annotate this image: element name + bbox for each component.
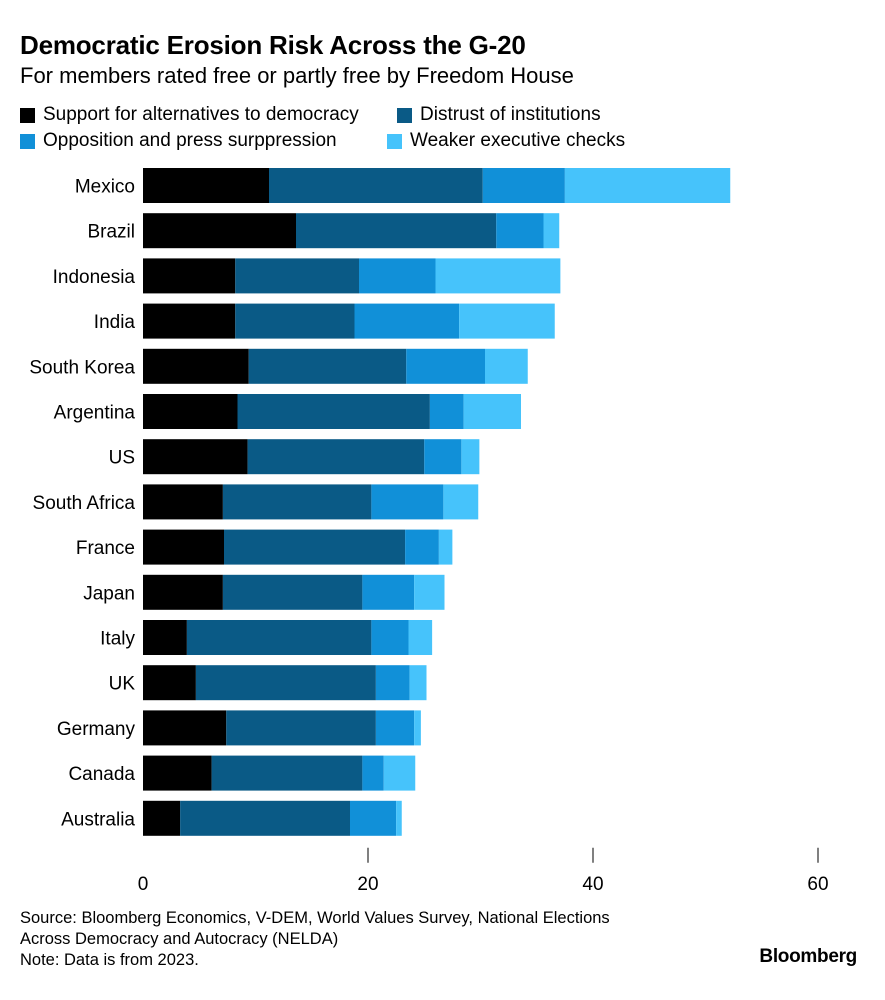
legend-label-executive: Weaker executive checks bbox=[410, 130, 626, 151]
bar-germany-support-for-alternatives-to-democracy bbox=[143, 710, 227, 746]
bar-uk-support-for-alternatives-to-democracy bbox=[143, 665, 196, 701]
legend-item-support: Support for alternatives to democracy bbox=[20, 104, 359, 126]
bar-canada-distrust-of-institutions bbox=[211, 755, 363, 791]
bar-south-africa-support-for-alternatives-to-democracy bbox=[143, 484, 223, 520]
bar-brazil-distrust-of-institutions bbox=[296, 213, 497, 249]
category-label-india: India bbox=[94, 312, 136, 333]
x-tick-label-0: 0 bbox=[138, 874, 149, 890]
x-tick-label-20: 20 bbox=[357, 874, 378, 890]
legend-item-distrust: Distrust of institutions bbox=[397, 104, 601, 126]
chart-title: Democratic Erosion Risk Across the G-20 bbox=[20, 30, 526, 60]
bar-indonesia-support-for-alternatives-to-democracy bbox=[143, 258, 236, 294]
bar-argentina-opposition-and-press-surppression bbox=[429, 394, 464, 429]
bar-italy-support-for-alternatives-to-democracy bbox=[143, 620, 187, 655]
bar-canada-opposition-and-press-surppression bbox=[362, 755, 384, 791]
category-label-japan: Japan bbox=[83, 583, 135, 604]
bar-south-korea-support-for-alternatives-to-democracy bbox=[143, 348, 249, 384]
category-label-brazil: Brazil bbox=[87, 222, 135, 243]
bar-indonesia-weaker-executive-checks bbox=[435, 258, 561, 294]
bar-indonesia-opposition-and-press-surppression bbox=[359, 258, 436, 294]
bar-india-distrust-of-institutions bbox=[235, 303, 355, 339]
category-label-indonesia: Indonesia bbox=[53, 267, 136, 288]
chart-subtitle: For members rated free or partly free by… bbox=[20, 63, 574, 88]
bar-argentina-weaker-executive-checks bbox=[463, 394, 521, 429]
legend-swatch-opposition bbox=[20, 133, 35, 149]
category-label-south-korea: South Korea bbox=[29, 357, 135, 378]
bar-mexico-distrust-of-institutions bbox=[269, 168, 483, 203]
bar-argentina-distrust-of-institutions bbox=[237, 394, 430, 429]
bar-south-africa-distrust-of-institutions bbox=[222, 484, 372, 520]
bar-australia-distrust-of-institutions bbox=[180, 800, 350, 836]
bar-uk-weaker-executive-checks bbox=[409, 665, 427, 701]
data-note: Note: Data is from 2023. bbox=[20, 951, 199, 969]
bar-india-opposition-and-press-surppression bbox=[354, 303, 460, 339]
bar-us-opposition-and-press-surppression bbox=[424, 439, 462, 475]
bar-france-opposition-and-press-surppression bbox=[405, 529, 439, 565]
bar-australia-support-for-alternatives-to-democracy bbox=[143, 800, 181, 836]
bar-uk-opposition-and-press-surppression bbox=[375, 665, 410, 701]
bar-brazil-support-for-alternatives-to-democracy bbox=[143, 213, 296, 249]
category-label-us: US bbox=[109, 448, 135, 469]
bar-south-africa-opposition-and-press-surppression bbox=[371, 484, 444, 520]
bar-mexico-support-for-alternatives-to-democracy bbox=[143, 168, 269, 203]
category-label-australia: Australia bbox=[61, 809, 135, 830]
bar-brazil-weaker-executive-checks bbox=[543, 213, 560, 249]
bar-south-africa-weaker-executive-checks bbox=[443, 484, 479, 520]
x-tick-label-60: 60 bbox=[807, 874, 828, 890]
bar-us-support-for-alternatives-to-democracy bbox=[143, 439, 248, 475]
category-label-canada: Canada bbox=[68, 764, 135, 785]
bar-germany-opposition-and-press-surppression bbox=[375, 710, 415, 746]
bar-japan-weaker-executive-checks bbox=[414, 574, 445, 610]
category-label-italy: Italy bbox=[100, 629, 135, 650]
bar-germany-weaker-executive-checks bbox=[414, 710, 421, 746]
legend-swatch-support bbox=[20, 107, 35, 123]
bar-south-korea-weaker-executive-checks bbox=[485, 348, 528, 384]
bar-south-korea-distrust-of-institutions bbox=[248, 348, 407, 384]
bar-france-distrust-of-institutions bbox=[224, 529, 406, 565]
bar-canada-support-for-alternatives-to-democracy bbox=[143, 755, 212, 791]
legend-item-opposition: Opposition and press surppression bbox=[20, 130, 337, 152]
x-tick-label-40: 40 bbox=[582, 874, 603, 890]
bar-australia-opposition-and-press-surppression bbox=[350, 800, 397, 836]
bar-argentina-support-for-alternatives-to-democracy bbox=[143, 394, 238, 429]
bar-us-distrust-of-institutions bbox=[247, 439, 425, 475]
bar-australia-weaker-executive-checks bbox=[396, 800, 402, 836]
bar-mexico-opposition-and-press-surppression bbox=[482, 168, 565, 203]
bar-brazil-opposition-and-press-surppression bbox=[496, 213, 544, 249]
category-label-argentina: Argentina bbox=[54, 403, 136, 424]
category-label-mexico: Mexico bbox=[75, 177, 135, 198]
bar-indonesia-distrust-of-institutions bbox=[235, 258, 359, 294]
bar-italy-weaker-executive-checks bbox=[408, 620, 433, 655]
bloomberg-logo: Bloomberg bbox=[759, 946, 857, 967]
bar-italy-opposition-and-press-surppression bbox=[371, 620, 409, 655]
category-label-france: France bbox=[76, 538, 135, 559]
legend-label-support: Support for alternatives to democracy bbox=[43, 104, 359, 125]
bar-us-weaker-executive-checks bbox=[461, 439, 480, 475]
legend-label-opposition: Opposition and press surppression bbox=[43, 130, 337, 151]
category-label-south-africa: South Africa bbox=[33, 493, 136, 514]
category-label-uk: UK bbox=[109, 674, 136, 695]
legend-swatch-executive bbox=[387, 133, 402, 149]
bar-india-weaker-executive-checks bbox=[459, 303, 555, 339]
stacked-bar-chart: Mexico Brazil Indonesia India South Korea Arg… bbox=[29, 168, 829, 890]
bar-japan-opposition-and-press-surppression bbox=[362, 574, 415, 610]
footer: Source: Bloomberg Economics, V-DEM, Worl… bbox=[20, 908, 660, 971]
bar-india-support-for-alternatives-to-democracy bbox=[143, 303, 236, 339]
source-note: Source: Bloomberg Economics, V-DEM, Worl… bbox=[20, 909, 610, 948]
bar-japan-support-for-alternatives-to-democracy bbox=[143, 574, 223, 610]
legend-label-distrust: Distrust of institutions bbox=[420, 104, 601, 125]
bar-italy-distrust-of-institutions bbox=[186, 620, 372, 655]
legend-item-executive: Weaker executive checks bbox=[387, 130, 625, 152]
bar-japan-distrust-of-institutions bbox=[222, 574, 363, 610]
category-label-germany: Germany bbox=[57, 719, 136, 740]
bar-canada-weaker-executive-checks bbox=[383, 755, 416, 791]
legend-swatch-distrust bbox=[397, 107, 412, 123]
bar-france-weaker-executive-checks bbox=[438, 529, 453, 565]
bar-south-korea-opposition-and-press-surppression bbox=[406, 348, 485, 384]
bar-france-support-for-alternatives-to-democracy bbox=[143, 529, 224, 565]
bar-germany-distrust-of-institutions bbox=[226, 710, 376, 746]
bar-mexico-weaker-executive-checks bbox=[564, 168, 731, 203]
bar-uk-distrust-of-institutions bbox=[195, 665, 376, 701]
